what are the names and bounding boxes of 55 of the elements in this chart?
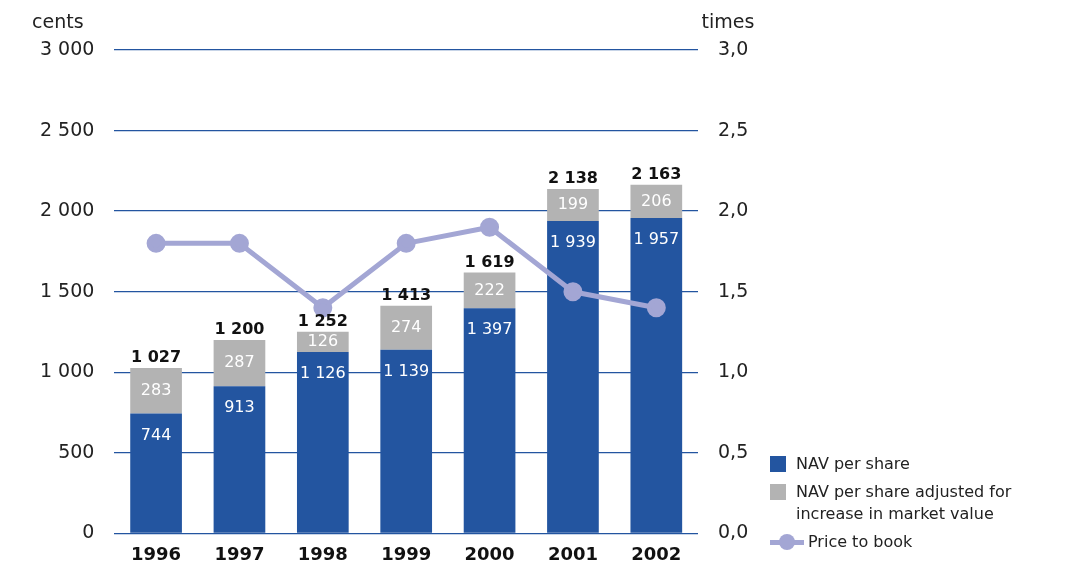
data-label: 206	[641, 190, 672, 210]
data-label: 1 139	[383, 361, 430, 381]
y-tick-label: 2 500	[39, 117, 95, 140]
legend-label: NAV per share adjusted for increase in market value	[796, 481, 1013, 525]
total-label: 1 200	[214, 319, 265, 339]
point	[229, 233, 249, 253]
y2-tick-label: 3,0	[718, 36, 749, 59]
point	[480, 217, 500, 237]
data-label: 1 957	[633, 229, 680, 249]
y-tick-label: 3 000	[39, 36, 95, 59]
y2-tick-label: 2,5	[718, 117, 749, 140]
data-label: 913	[224, 397, 255, 417]
y-tick-label: 1 000	[39, 359, 95, 382]
data-label: 1 126	[299, 363, 346, 383]
y-tick-label: 1 500	[39, 278, 95, 301]
y2-tick-label: 1,0	[718, 359, 749, 382]
legend-label: Price to book	[808, 531, 913, 553]
x-tick-label: 2001	[547, 542, 598, 564]
y2-axis-title: times	[701, 10, 755, 32]
total-label: 1 027	[131, 347, 182, 367]
y2-tick-label: 0,5	[718, 439, 749, 462]
data-label: 126	[307, 330, 339, 350]
y2-tick-label: 0,0	[718, 520, 749, 543]
x-tick-label: 1996	[131, 542, 182, 564]
total-label: 1 619	[464, 251, 515, 271]
data-label: 1 397	[466, 319, 513, 339]
x-tick-label: 1999	[381, 542, 432, 564]
total-label: 2 163	[631, 164, 682, 184]
point	[396, 233, 416, 253]
x-tick-label: 2002	[631, 542, 682, 564]
data-label: 283	[140, 379, 172, 399]
point	[563, 282, 583, 302]
y-tick-label: 2 000	[39, 198, 95, 221]
data-label: 274	[390, 316, 422, 336]
y-axis-title: cents	[32, 10, 84, 32]
bar	[380, 305, 433, 350]
y2-tick-label: 2,0	[718, 198, 749, 221]
data-label: 287	[224, 352, 255, 372]
data-label: 1 939	[550, 232, 596, 252]
y-tick-label: 500	[58, 439, 95, 462]
x-tick-label: 1997	[214, 542, 265, 564]
data-label: 222	[474, 279, 505, 299]
y2-tick-label: 1,5	[718, 278, 749, 301]
total-label: 2 138	[547, 168, 598, 188]
data-label: 744	[140, 424, 172, 444]
y-tick-label: 0	[82, 520, 95, 543]
x-tick-label: 2000	[464, 542, 515, 564]
bar	[130, 367, 182, 414]
x-tick-label: 1998	[297, 542, 348, 564]
point	[646, 298, 666, 318]
point	[146, 233, 166, 253]
total-label: 1 252	[297, 310, 348, 330]
legend-label: NAV per share	[796, 453, 910, 475]
data-label: 199	[557, 194, 589, 214]
bar	[213, 340, 266, 387]
